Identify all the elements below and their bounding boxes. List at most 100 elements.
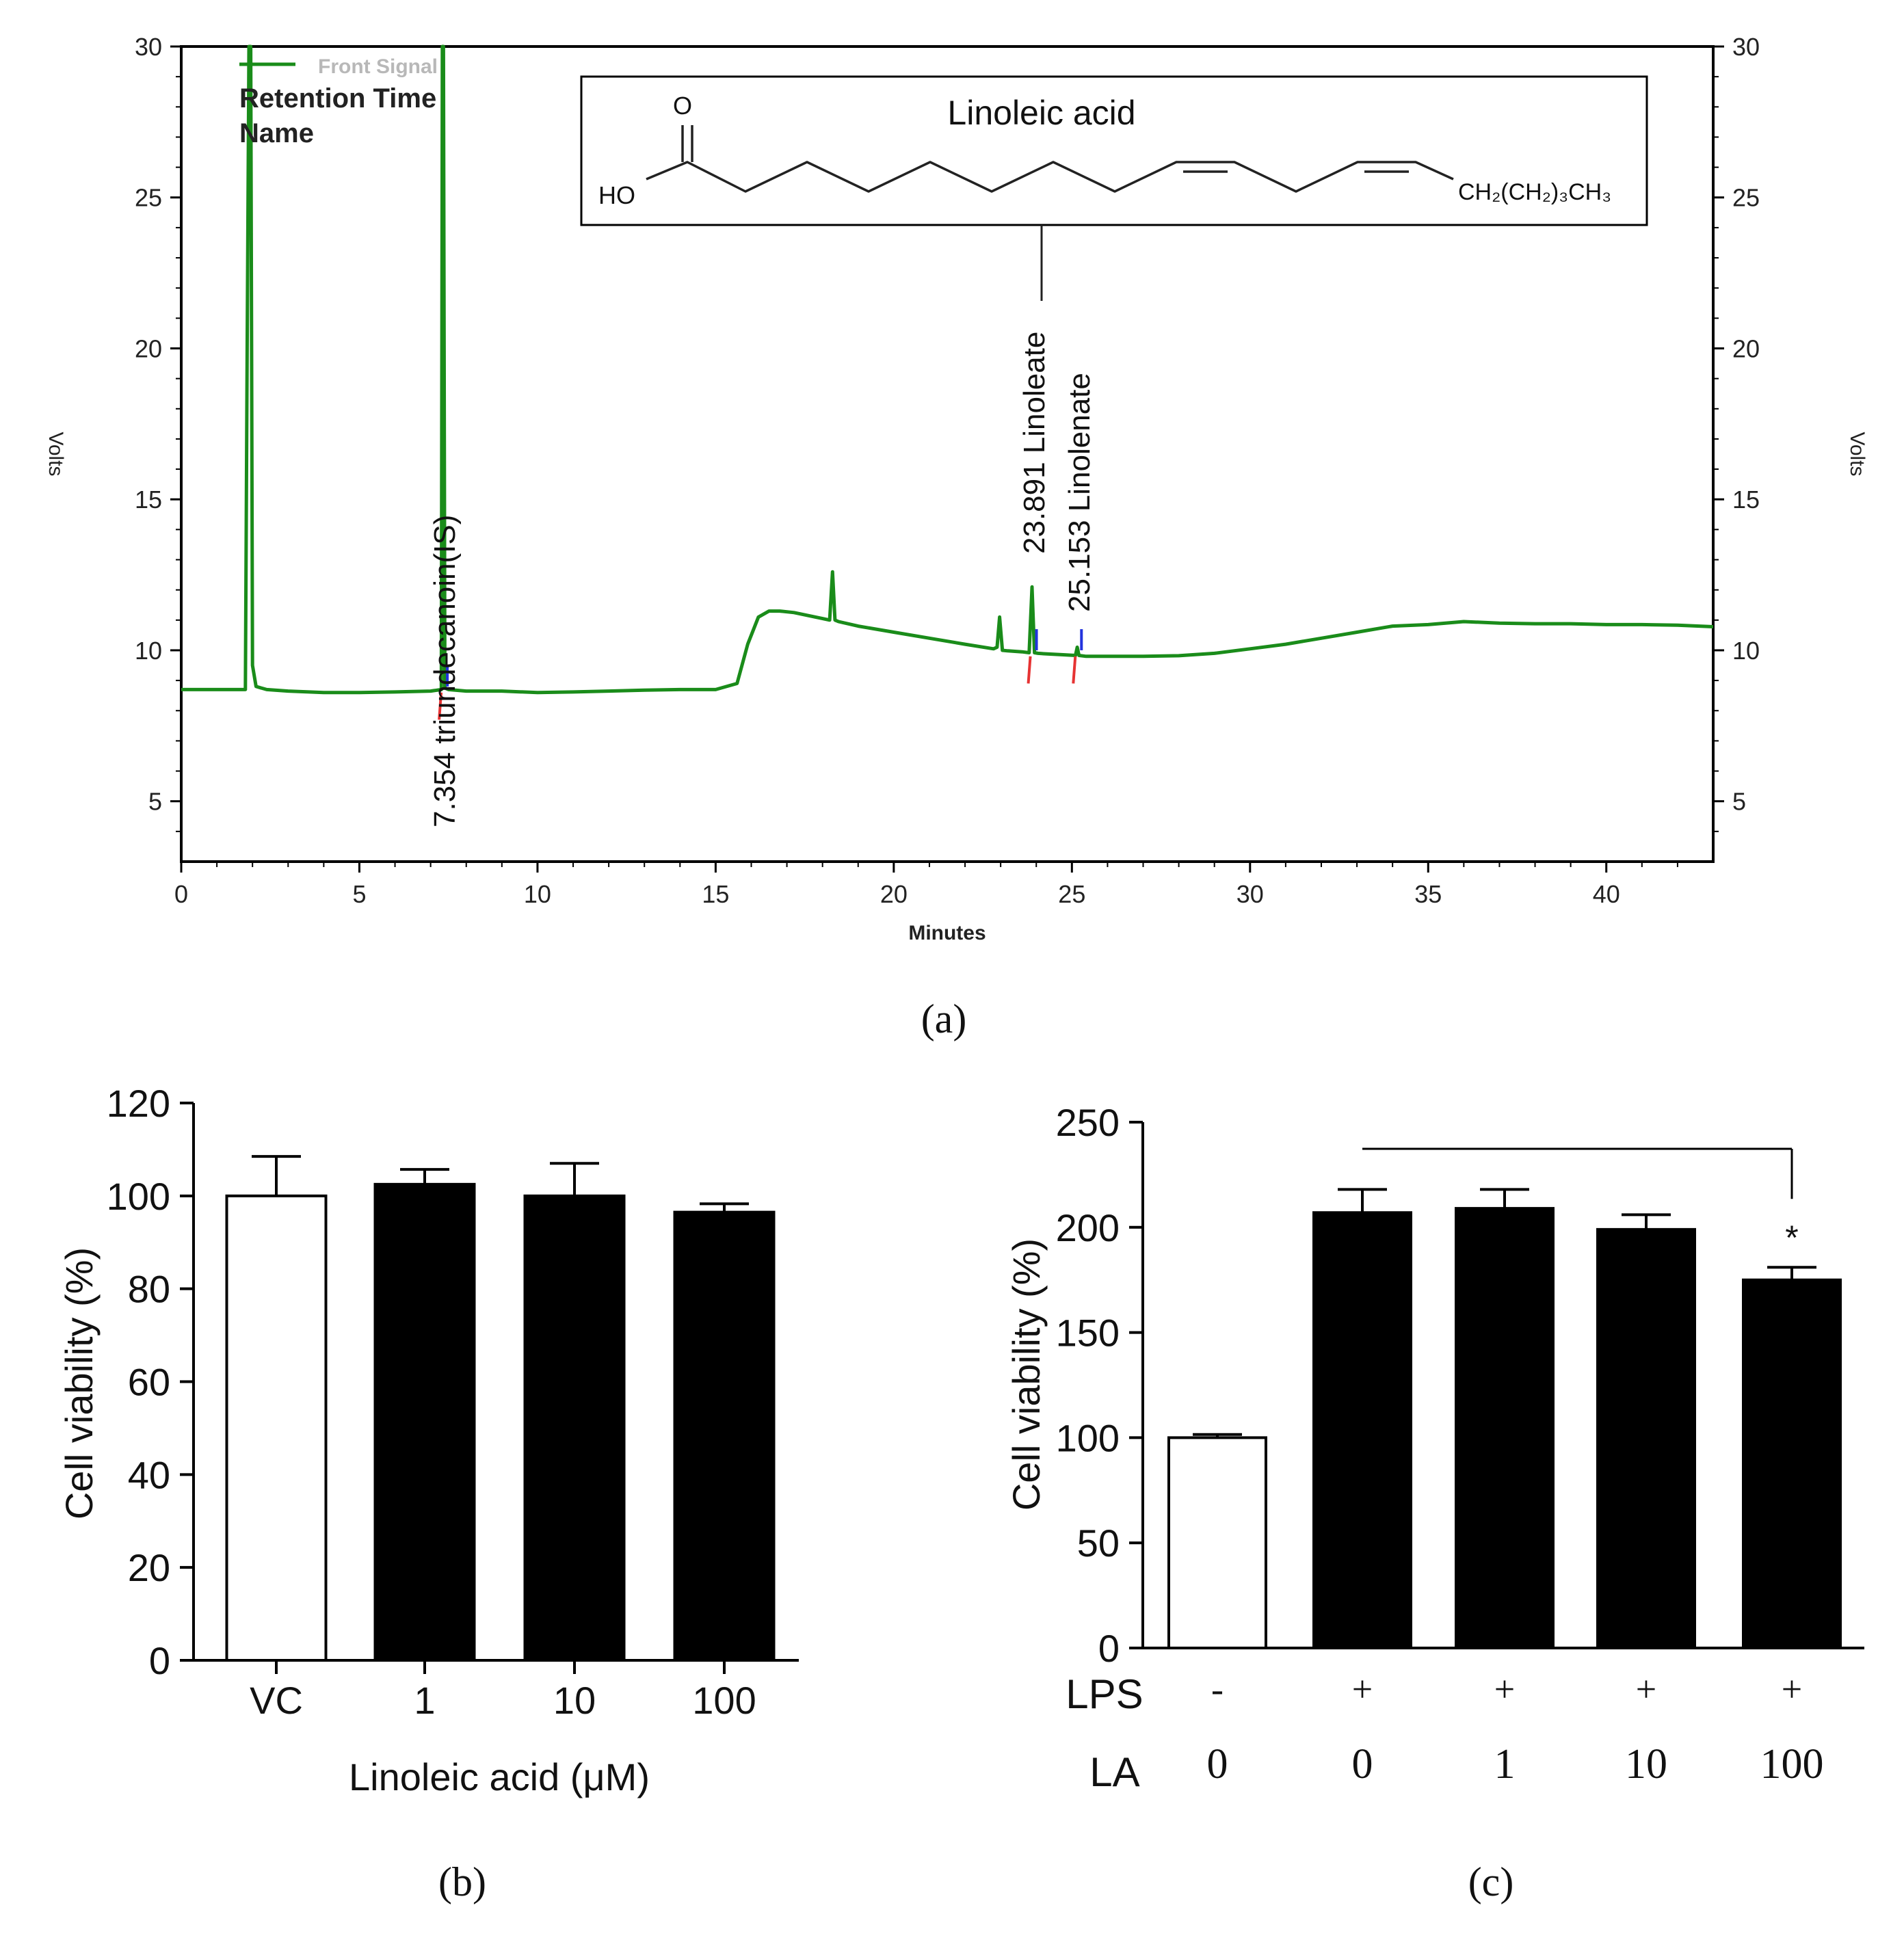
bar [523, 1194, 626, 1662]
chromatogram-plot-frame [180, 45, 1715, 863]
la-value: 1 [1494, 1741, 1516, 1788]
y-right-tick-label: 20 [1732, 334, 1760, 362]
bar [1312, 1211, 1412, 1649]
y-axis-label-b: Cell viability (%) [57, 1247, 101, 1519]
bar [1742, 1278, 1842, 1649]
y-left-tick-label: 30 [135, 33, 162, 61]
panel-label-b: (b) [438, 1859, 486, 1904]
x-tick-label: 10 [524, 880, 551, 908]
y-tick-label: 100 [1056, 1416, 1120, 1459]
lps-value: - [1211, 1669, 1224, 1710]
la-value: 10 [1625, 1741, 1667, 1788]
panel-label-c: (c) [1468, 1859, 1514, 1904]
y-tick-label: 40 [128, 1453, 170, 1496]
y-tick-label: 150 [1056, 1312, 1120, 1355]
y-left-tick-label: 5 [148, 788, 162, 816]
y-axis-label-volts-left: Volts [44, 431, 67, 476]
y-left-tick-label: 15 [135, 486, 162, 514]
lps-value: + [1636, 1669, 1656, 1710]
structure-hydroxyl-label: HO [598, 181, 635, 209]
x-tick-label: 35 [1414, 880, 1442, 908]
chromatogram-ticks: 0 5 10 15 20 25 30 35 40 5 5 10 10 15 15 20 20 25 25 30 30 [135, 33, 1760, 908]
x-axis-label-minutes: Minutes [908, 922, 986, 944]
bar [1455, 1207, 1555, 1649]
bar [225, 1194, 328, 1662]
front-signal-trace [181, 44, 1714, 695]
lps-value: + [1352, 1669, 1373, 1710]
viability-chart-b: 0 20 40 60 80 100 120 VC 1 10 100 Cell viability (… [57, 1082, 799, 1904]
bar [1167, 1436, 1267, 1649]
linoleic-acid-structure-inset: Linoleic acid O HO CH₂(CH₂)₃CH₃ [580, 75, 1648, 301]
structure-inset-frame [580, 75, 1648, 226]
peak-start-marker [438, 692, 443, 720]
x-tick-label: 30 [1237, 880, 1264, 908]
structure-skeleton [646, 125, 1454, 193]
panel-label-a: (a) [921, 996, 967, 1041]
viability-chart-c: 0 50 100 150 200 250 - + + + +0 0 1 10 100 * Cell via… [1005, 1101, 1864, 1904]
x-tick-label: 20 [880, 880, 908, 908]
bar [673, 1210, 776, 1662]
y-tick-label: 0 [1098, 1627, 1120, 1670]
legend-front-signal: Front Signal [318, 55, 438, 78]
viability-bars-b [225, 1155, 776, 1662]
x-axis-label-b: Linoleic acid (μM) [349, 1755, 650, 1798]
x-tick-label: 0 [174, 880, 188, 908]
category-label: 10 [553, 1679, 596, 1722]
peak-label-linolenate: 25.153 Linolenate [1063, 373, 1096, 612]
structure-title: Linoleic acid [947, 94, 1135, 132]
y-tick-label: 250 [1056, 1101, 1120, 1144]
category-label: VC [250, 1679, 303, 1722]
viability-axes-b: 0 20 40 60 80 100 120 VC 1 10 100 [107, 1082, 799, 1722]
row-label-la: LA [1089, 1749, 1139, 1795]
x-tick-label: 25 [1058, 880, 1085, 908]
viability-axes-c: 0 50 100 150 200 250 [1056, 1101, 1864, 1670]
significance-star: * [1785, 1219, 1798, 1257]
y-tick-label: 20 [128, 1546, 170, 1589]
y-tick-label: 100 [107, 1175, 170, 1218]
peak-integration-markers [438, 629, 1083, 720]
peak-label-linoleate: 23.891 Linoleate [1018, 332, 1051, 554]
y-right-tick-label: 15 [1732, 486, 1760, 514]
y-axis-label-volts-right: Volts [1846, 431, 1868, 476]
peak-start-marker [1027, 656, 1032, 684]
y-right-tick-label: 5 [1732, 788, 1746, 816]
viability-bars-c [1167, 1188, 1842, 1649]
y-axis-label-c: Cell viability (%) [1005, 1238, 1048, 1511]
significance-bracket: * [1362, 1147, 1799, 1257]
bar [373, 1182, 476, 1662]
row-label-lps: LPS [1066, 1671, 1143, 1717]
structure-tail-label: CH₂(CH₂)₃CH₃ [1458, 179, 1611, 205]
x-tick-label: 5 [352, 880, 366, 908]
y-left-tick-label: 10 [135, 637, 162, 665]
legend-name: Name [239, 118, 314, 148]
peak-start-marker [1072, 656, 1077, 684]
y-right-tick-label: 30 [1732, 33, 1760, 61]
chromatogram-panel: 0 5 10 15 20 25 30 35 40 5 5 10 10 15 15 20 20 25 25 30 30 F… [44, 33, 1868, 1041]
y-tick-label: 120 [107, 1082, 170, 1125]
la-value: 0 [1207, 1741, 1228, 1788]
la-value: 0 [1352, 1741, 1373, 1788]
y-tick-label: 0 [149, 1639, 170, 1682]
y-tick-label: 60 [128, 1361, 170, 1404]
structure-carbonyl-oxygen: O [673, 92, 692, 120]
y-left-tick-label: 20 [135, 334, 162, 362]
x-tick-label: 40 [1593, 880, 1620, 908]
peak-label-triundecanoin: 7.354 triundecanoin(IS) [428, 515, 462, 827]
y-tick-label: 200 [1056, 1206, 1120, 1249]
la-value: 100 [1760, 1741, 1824, 1788]
legend-retention-time: Retention Time [239, 83, 436, 114]
y-right-tick-label: 10 [1732, 637, 1760, 665]
category-label: 1 [414, 1679, 435, 1722]
y-tick-label: 80 [128, 1268, 170, 1311]
treatment-rows-c: - + + + +0 0 1 10 100 [1207, 1669, 1824, 1788]
lps-value: + [1494, 1669, 1515, 1710]
y-right-tick-label: 25 [1732, 184, 1760, 212]
bar [1596, 1227, 1696, 1649]
y-left-tick-label: 25 [135, 184, 162, 212]
y-tick-label: 50 [1077, 1522, 1120, 1565]
lps-value: + [1782, 1669, 1802, 1710]
category-label: 100 [692, 1679, 756, 1722]
x-tick-label: 15 [702, 880, 729, 908]
